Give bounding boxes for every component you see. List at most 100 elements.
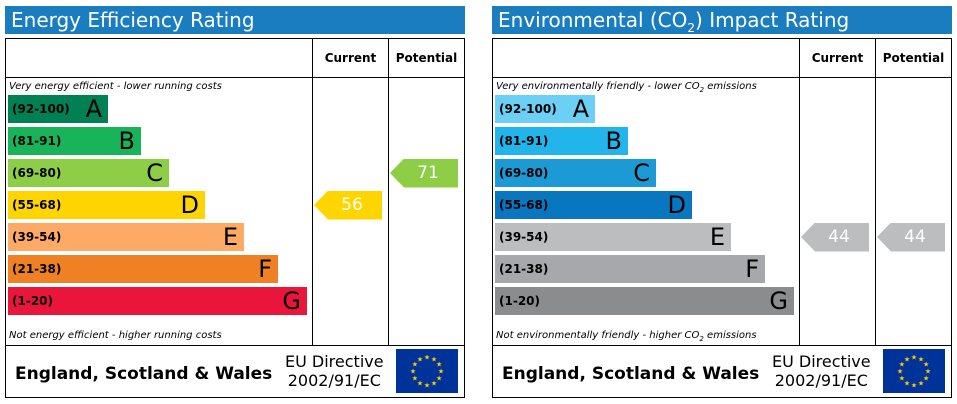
rating-band-e: (39-54) E — [495, 223, 731, 251]
top-note-prefix: Very environmentally friendly - lower CO — [496, 81, 700, 92]
footer-directive: EU Directive 2002/91/EC — [285, 352, 384, 390]
band-range: (1-20) — [12, 294, 53, 308]
star-icon: ★ — [436, 361, 442, 369]
band-range: (81-91) — [12, 134, 62, 148]
star-icon: ★ — [412, 375, 418, 383]
environmental-impact-panel: Environmental (CO2) Impact Rating Curren… — [492, 6, 952, 398]
footer-region: England, Scotland & Wales — [502, 364, 760, 384]
band-letter: A — [85, 95, 102, 123]
band-letter: G — [769, 287, 788, 315]
bottom-note-sub: 2 — [699, 335, 704, 343]
band-range: (21-38) — [12, 262, 62, 276]
potential-rating-value: 71 — [417, 162, 439, 183]
band-range: (55-68) — [12, 198, 62, 212]
rating-band-g: (1-20) G — [8, 287, 307, 315]
star-icon: ★ — [904, 355, 910, 363]
current-column-header: Current — [324, 51, 377, 65]
footer-directive: EU Directive 2002/91/EC — [772, 352, 871, 390]
rating-band-a: (92-100) A — [495, 95, 595, 123]
rating-band-b: (81-91) B — [495, 127, 628, 155]
band-letter: D — [667, 191, 686, 219]
rating-band-a: (92-100) A — [8, 95, 108, 123]
band-range: (92-100) — [499, 102, 557, 116]
band-range: (55-68) — [499, 198, 549, 212]
energy-panel-title: Energy Efficiency Rating — [5, 6, 465, 34]
band-letter: B — [118, 127, 135, 155]
potential-rating-arrow: 44 — [877, 222, 945, 252]
title-sub: 2 — [687, 21, 696, 35]
footer-divider — [6, 345, 464, 346]
column-divider — [312, 39, 313, 345]
star-icon: ★ — [424, 382, 430, 390]
directive-line-1: EU Directive — [285, 352, 384, 371]
band-range: (69-80) — [12, 166, 62, 180]
rating-band-c: (69-80) C — [495, 159, 656, 187]
star-icon: ★ — [923, 361, 929, 369]
directive-line-1: EU Directive — [772, 352, 871, 371]
band-range: (92-100) — [12, 102, 70, 116]
star-icon: ★ — [431, 380, 437, 388]
star-icon: ★ — [904, 380, 910, 388]
star-icon: ★ — [897, 368, 903, 376]
star-icon: ★ — [911, 382, 917, 390]
rating-band-b: (81-91) B — [8, 127, 141, 155]
current-rating-arrow: 56 — [314, 190, 382, 220]
star-icon: ★ — [918, 380, 924, 388]
directive-line-2: 2002/91/EC — [287, 371, 381, 390]
current-rating-arrow: 44 — [801, 222, 869, 252]
bottom-note: Not environmentally friendly - higher CO… — [496, 330, 757, 343]
band-letter: E — [222, 223, 238, 251]
band-range: (81-91) — [499, 134, 549, 148]
band-letter: G — [282, 287, 301, 315]
top-note-suffix: emissions — [704, 81, 757, 92]
footer-divider — [493, 345, 951, 346]
band-range: (39-54) — [499, 230, 549, 244]
star-icon: ★ — [911, 354, 917, 362]
environmental-panel-title: Environmental (CO2) Impact Rating — [492, 6, 952, 35]
star-icon: ★ — [925, 368, 931, 376]
band-letter: C — [633, 159, 650, 187]
rating-band-e: (39-54) E — [8, 223, 244, 251]
current-column-header: Current — [811, 51, 864, 65]
current-rating-value: 44 — [828, 226, 850, 247]
band-letter: E — [709, 223, 725, 251]
potential-rating-arrow: 71 — [390, 158, 458, 188]
bottom-note-suffix: emissions — [703, 330, 757, 341]
band-range: (21-38) — [499, 262, 549, 276]
top-note: Very environmentally friendly - lower CO… — [496, 81, 757, 94]
star-icon: ★ — [438, 368, 444, 376]
header-divider — [493, 77, 951, 78]
star-icon: ★ — [436, 375, 442, 383]
eu-flag-icon: ★ ★ ★ ★ ★ ★ ★ ★ ★ ★ ★ ★ — [883, 349, 945, 393]
environmental-chart-box: Current Potential Very environmentally f… — [492, 38, 952, 398]
potential-rating-value: 44 — [904, 226, 926, 247]
rating-band-d: (55-68) D — [495, 191, 692, 219]
column-divider — [388, 39, 389, 345]
current-rating-value: 56 — [341, 194, 363, 215]
rating-band-c: (69-80) C — [8, 159, 169, 187]
column-divider — [875, 39, 876, 345]
band-range: (39-54) — [12, 230, 62, 244]
directive-line-2: 2002/91/EC — [774, 371, 868, 390]
star-icon: ★ — [412, 361, 418, 369]
footer-region: England, Scotland & Wales — [15, 364, 273, 384]
star-icon: ★ — [923, 375, 929, 383]
star-icon: ★ — [417, 355, 423, 363]
band-letter: A — [572, 95, 589, 123]
band-letter: F — [745, 255, 759, 283]
rating-band-g: (1-20) G — [495, 287, 794, 315]
star-icon: ★ — [410, 368, 416, 376]
eu-flag-icon: ★ ★ ★ ★ ★ ★ ★ ★ ★ ★ ★ ★ — [396, 349, 458, 393]
star-icon: ★ — [918, 355, 924, 363]
band-range: (1-20) — [499, 294, 540, 308]
title-prefix: Environmental (CO — [498, 8, 688, 32]
rating-band-d: (55-68) D — [8, 191, 205, 219]
star-icon: ★ — [899, 375, 905, 383]
energy-footer: England, Scotland & Wales EU Directive 2… — [5, 38, 465, 398]
band-letter: B — [605, 127, 622, 155]
star-icon: ★ — [424, 354, 430, 362]
top-note-sub: 2 — [699, 86, 705, 94]
band-letter: F — [258, 255, 272, 283]
energy-efficiency-panel: Energy Efficiency Rating Current Potenti… — [5, 6, 465, 398]
header-divider — [6, 77, 464, 78]
